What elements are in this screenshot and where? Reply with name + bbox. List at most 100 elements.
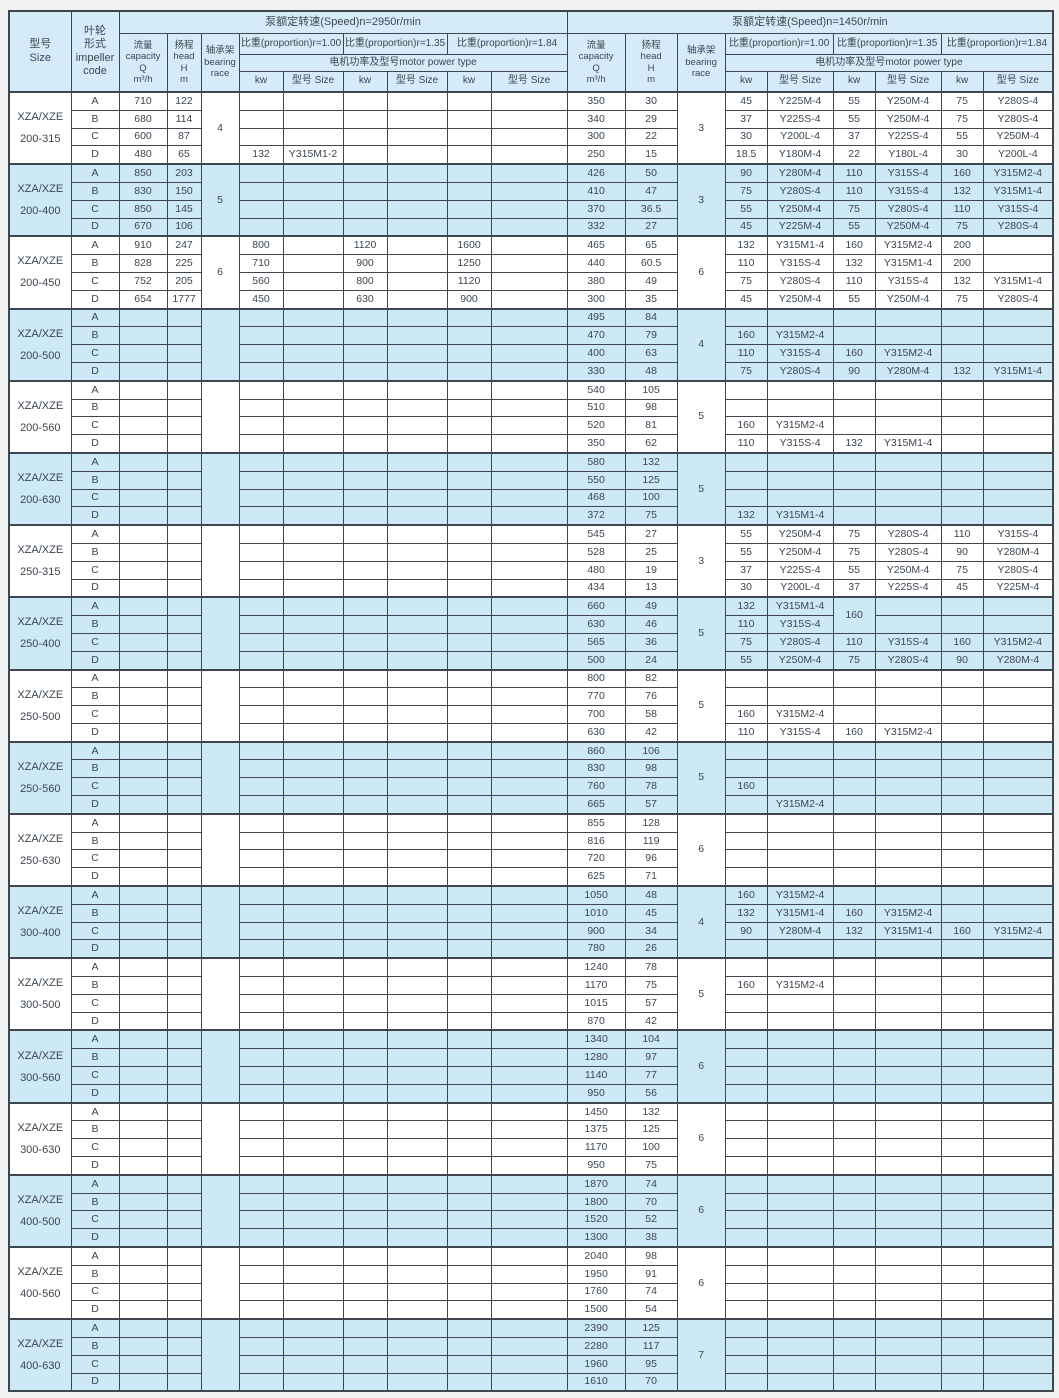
motor-kw-2950 bbox=[446, 921, 492, 941]
head-1450: 78 bbox=[624, 957, 678, 978]
table-row: XZA/XZE 250-315 A 545 27 3 55 Y250M-4 75 Y280S-4… bbox=[8, 524, 1054, 598]
table-row: C 565 36 75 Y280S-4 110 Y315S-4 160 Y315M2-4 bbox=[9, 632, 1054, 652]
motor-model-1450 bbox=[874, 705, 942, 724]
motor-kw-2950 bbox=[446, 416, 492, 436]
motor-model-2950 bbox=[386, 1210, 448, 1230]
capacity-1450: 426 bbox=[566, 163, 626, 183]
motor-model-2950 bbox=[490, 1011, 568, 1031]
capacity-1450: 2040 bbox=[566, 1245, 626, 1266]
motor-kw-2950 bbox=[446, 1354, 492, 1374]
table-row: D 1610 70 bbox=[9, 1372, 1054, 1392]
motor-kw-1450 bbox=[940, 307, 984, 328]
motor-kw-2950 bbox=[342, 1336, 388, 1356]
impeller-code: B bbox=[70, 109, 120, 129]
motor-model-1450 bbox=[766, 1029, 834, 1050]
motor-model-2950 bbox=[490, 957, 568, 978]
motor-model-2950 bbox=[490, 145, 568, 165]
motor-kw-1450 bbox=[724, 488, 768, 508]
motor-model-1450: Y315M1-4 bbox=[874, 921, 942, 941]
head-2950 bbox=[166, 1083, 202, 1104]
bearing-race-1450: 3 bbox=[676, 163, 726, 237]
table-row: D 630 42 110 Y315S-4 160 Y315M2-4 bbox=[9, 722, 1054, 743]
motor-kw-2950: 1250 bbox=[446, 254, 492, 273]
motor-kw-2950 bbox=[238, 668, 284, 689]
motor-kw-2950 bbox=[342, 759, 388, 779]
motor-kw-1450 bbox=[724, 1192, 768, 1212]
capacity-1450: 1015 bbox=[566, 993, 626, 1013]
motor-model-2950 bbox=[490, 1029, 568, 1050]
motor-model-2950 bbox=[490, 1354, 568, 1374]
motor-kw-1450: 37 bbox=[724, 109, 768, 129]
head-1450: 36 bbox=[624, 632, 678, 652]
head-1450: 82 bbox=[624, 668, 678, 689]
motor-kw-2950 bbox=[238, 705, 284, 724]
motor-model-1450: Y280S-4 bbox=[982, 289, 1054, 310]
motor-model-1450 bbox=[982, 1138, 1054, 1158]
motor-kw-1450: 110 bbox=[724, 434, 768, 454]
bearing-race-1450: 4 bbox=[676, 307, 726, 382]
table-row: C 1520 52 bbox=[9, 1210, 1054, 1230]
head-1450: 76 bbox=[624, 687, 678, 707]
motor-model-2950 bbox=[386, 650, 448, 671]
motor-kw-1450 bbox=[832, 993, 876, 1013]
table-row: B 770 76 bbox=[9, 687, 1054, 707]
motor-model-1450: Y315M2-4 bbox=[766, 885, 834, 905]
motor-model-2950 bbox=[490, 777, 568, 797]
motor-kw-2950 bbox=[342, 795, 388, 815]
motor-kw-1450: 75 bbox=[940, 560, 984, 580]
motor-model-2950 bbox=[282, 1101, 344, 1122]
motor-model-1450 bbox=[874, 470, 942, 490]
motor-model-1450: Y315M1-4 bbox=[766, 903, 834, 923]
pump-size-label: XZA/XZE 250-315 bbox=[8, 524, 72, 598]
table-row: D 625 71 bbox=[9, 867, 1054, 887]
capacity-1450: 1760 bbox=[566, 1282, 626, 1302]
head-2950 bbox=[166, 1228, 202, 1248]
pump-size-label: XZA/XZE 400-500 bbox=[8, 1173, 72, 1248]
head-1450: 84 bbox=[624, 307, 678, 328]
motor-kw-2950 bbox=[342, 885, 388, 905]
capacity-1450: 860 bbox=[566, 740, 626, 761]
head-1450: 27 bbox=[624, 524, 678, 544]
motor-model-2950 bbox=[282, 795, 344, 815]
motor-kw-1450: 55 bbox=[832, 109, 876, 129]
table-row: D 950 75 bbox=[9, 1156, 1054, 1176]
col-header-model: 型号 Size bbox=[766, 71, 834, 93]
motor-model-2950 bbox=[386, 596, 448, 617]
impeller-code: C bbox=[70, 1138, 120, 1158]
table-row: B 828 225 710 900 1250 440 60.5 110 Y315S-4 132 Y31… bbox=[9, 254, 1054, 273]
motor-model-1450 bbox=[982, 1210, 1054, 1230]
table-row: XZA/XZE 250-500 A 800 82 5 bbox=[8, 668, 1054, 743]
capacity-2950 bbox=[118, 1066, 168, 1085]
motor-kw-1450: 75 bbox=[832, 524, 876, 544]
motor-model-1450 bbox=[874, 687, 942, 707]
motor-model-2950 bbox=[490, 993, 568, 1013]
motor-model-1450: Y315M1-4 bbox=[982, 271, 1054, 291]
motor-model-1450 bbox=[982, 1245, 1054, 1266]
motor-kw-1450: 132 bbox=[940, 271, 984, 291]
motor-model-1450 bbox=[874, 885, 942, 905]
motor-kw-1450: 160 bbox=[832, 235, 876, 256]
head-1450: 96 bbox=[624, 849, 678, 869]
capacity-2950 bbox=[118, 1048, 168, 1068]
motor-model-2950 bbox=[282, 957, 344, 978]
motor-kw-2950 bbox=[342, 1120, 388, 1140]
motor-kw-2950 bbox=[342, 1029, 388, 1050]
motor-kw-1450 bbox=[832, 1156, 876, 1176]
motor-kw-1450: 55 bbox=[724, 650, 768, 671]
impeller-code: D bbox=[70, 217, 120, 237]
motor-model-1450 bbox=[982, 1011, 1054, 1031]
motor-model-1450 bbox=[874, 1372, 942, 1392]
motor-kw-1450: 110 bbox=[724, 615, 768, 634]
motor-kw-2950 bbox=[342, 650, 388, 671]
motor-model-2950 bbox=[386, 957, 448, 978]
bearing-race-2950: 5 bbox=[200, 163, 240, 237]
motor-kw-1450: 132 bbox=[940, 361, 984, 382]
motor-model-1450: Y280S-4 bbox=[766, 361, 834, 382]
motor-model-2950 bbox=[282, 524, 344, 544]
motor-model-2950 bbox=[282, 867, 344, 887]
motor-kw-1450: 55 bbox=[940, 127, 984, 147]
table-row: D 350 62 110 Y315S-4 132 Y315M1-4 bbox=[9, 434, 1054, 454]
head-2950 bbox=[166, 1029, 202, 1050]
motor-kw-1450: 160 bbox=[724, 326, 768, 346]
motor-kw-2950 bbox=[238, 542, 284, 562]
